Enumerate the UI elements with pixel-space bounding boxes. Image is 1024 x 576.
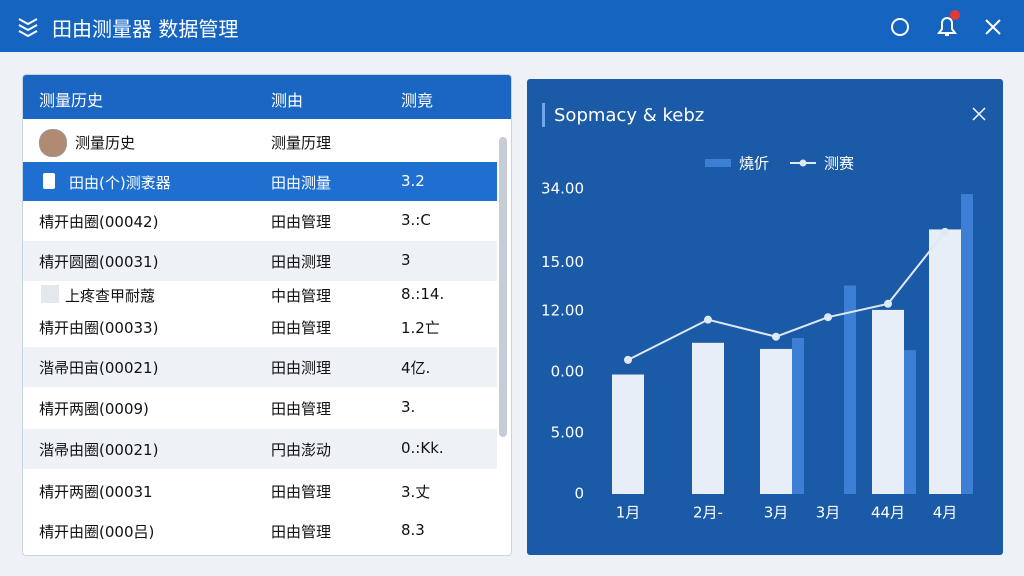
table-cell: 田由测量 xyxy=(271,174,332,192)
table-cell: 田由管理 xyxy=(271,523,332,541)
table-cell: 田由测理 xyxy=(271,359,332,377)
y-tick-label: 12.00 xyxy=(541,302,584,320)
status-icon[interactable] xyxy=(891,18,909,36)
table-cell: 田由测理 xyxy=(271,253,332,271)
bar xyxy=(904,350,916,494)
table-cell: 棈开圆圈(00031) xyxy=(39,253,159,271)
y-tick-label: 15.00 xyxy=(541,253,584,271)
y-tick-label: 34.00 xyxy=(541,180,584,198)
title-bar: 田由测量器 数据管理 xyxy=(0,0,1024,52)
checkbox xyxy=(41,285,59,303)
table-cell: 田由管理 xyxy=(271,400,332,418)
line-point xyxy=(624,355,632,364)
table-cell: 测量历理 xyxy=(271,134,332,152)
file-icon xyxy=(43,173,55,189)
x-tick-label: 44月 xyxy=(871,504,905,522)
table-row[interactable]: 测量历史 测量历理 xyxy=(23,122,497,162)
table-cell: 0.:Kk. xyxy=(401,439,444,457)
table-cell: 湝帚田亩(00021) xyxy=(39,359,159,377)
table-cell: 棈开两圈(0009) xyxy=(39,400,149,418)
chart-panel: Sopmacy & kebz 0 5.00 0.00 12.00 15.00 34.00 1… xyxy=(527,79,1003,555)
line-point xyxy=(884,299,892,308)
app-title: 田由测量器 数据管理 xyxy=(52,17,239,41)
title-accent xyxy=(542,103,545,127)
title-bar-icons xyxy=(18,10,1001,38)
y-tick-label: 0.00 xyxy=(551,363,584,381)
x-tick-label: 4月 xyxy=(933,504,958,522)
notification-badge xyxy=(950,10,960,20)
bar xyxy=(961,194,973,495)
table-row[interactable]: 上疼查甲耐蔻 中由管理 8.:14. xyxy=(23,281,497,307)
table-row[interactable]: 棈开由圈(00042) 田由管理 3.:C xyxy=(23,201,497,241)
table-cell: 4亿. xyxy=(401,359,431,377)
table-row[interactable]: 棈开两圈(0009) 田由管理 3. xyxy=(23,388,497,428)
legend-label: 测赛 xyxy=(824,155,854,173)
table-row[interactable]: 棈开由圈(000吕) 田由管理 8.3 xyxy=(23,511,497,551)
bell-icon[interactable] xyxy=(937,17,957,36)
table-row[interactable]: 棈开由圈(00033) 田由管理 1.2亡 xyxy=(23,307,497,347)
table-cell: 中由管理 xyxy=(271,287,332,305)
bar xyxy=(872,309,904,494)
table-cell: 棈开两圈(00031 xyxy=(39,483,153,501)
table-row[interactable]: 田由(个)测袤器 田由测量 3.2 xyxy=(23,162,497,202)
table-cell: 3.:C xyxy=(401,211,431,229)
menu-icon[interactable] xyxy=(18,18,38,38)
table-cell: 湝帚由圈(00021) xyxy=(39,441,159,459)
column-header: 测竟 xyxy=(401,91,434,110)
bar xyxy=(844,285,856,494)
avatar xyxy=(39,129,67,157)
line xyxy=(627,231,946,361)
line-point xyxy=(772,332,780,341)
table-cell: 3.丈 xyxy=(401,483,431,501)
y-tick-label: 5.00 xyxy=(551,424,584,442)
table-row[interactable]: 棈开圆圈(00031) 田由测理 3 xyxy=(23,241,497,281)
line-point xyxy=(941,227,949,236)
line-point xyxy=(824,313,832,322)
table-cell: 田由(个)测袤器 xyxy=(69,174,171,192)
table-cell: 田由管理 xyxy=(271,213,332,231)
legend-label: 燒伒 xyxy=(739,155,769,173)
legend-swatch xyxy=(705,159,731,167)
table-cell: 棈开由圈(00033) xyxy=(39,319,159,337)
table-row[interactable]: 湝帚由圈(00021) 円由澎动 0.:Kk. xyxy=(23,429,497,469)
bar xyxy=(760,348,792,494)
table-cell: 円由澎动 xyxy=(271,441,332,459)
table-row[interactable]: 棈开两圈(00031 田由管理 3.丈 xyxy=(23,471,497,511)
x-tick-label: 2月- xyxy=(693,504,723,522)
column-header: 测量历史 xyxy=(39,91,104,110)
table-cell: 棈开由圈(000吕) xyxy=(39,523,155,541)
table-cell: 上疼查甲耐蔻 xyxy=(65,287,156,305)
x-tick-label: 3月 xyxy=(764,504,789,522)
chart: Sopmacy & kebz 0 5.00 0.00 12.00 15.00 34.00 1… xyxy=(541,103,986,522)
table-cell: 3 xyxy=(401,251,411,269)
bar xyxy=(612,374,644,494)
table-cell: 田由管理 xyxy=(271,319,332,337)
table-panel: 测量历史 测由 测竟 测量历史 测量历理 田由(个)测袤器 田由测量 3.2 棈开由圈(000… xyxy=(22,74,512,556)
close-chart[interactable] xyxy=(972,107,986,121)
table-cell: 1.2亡 xyxy=(401,319,440,337)
column-header: 测由 xyxy=(271,91,304,110)
table-cell: 测量历史 xyxy=(75,134,136,152)
chart-title: Sopmacy & kebz xyxy=(554,105,704,126)
x-tick-label: 3月 xyxy=(816,504,841,522)
bar xyxy=(692,342,724,494)
table-header: 测量历史 测由 测竟 xyxy=(23,75,511,119)
table-cell: 3. xyxy=(401,398,416,416)
scrollbar[interactable] xyxy=(499,137,507,437)
table-cell: 8.3 xyxy=(401,521,425,539)
table-cell: 田由管理 xyxy=(271,483,332,501)
line-point xyxy=(704,315,712,324)
close-icon[interactable] xyxy=(985,19,1001,35)
y-tick-label: 0 xyxy=(574,485,584,503)
x-tick-label: 1月 xyxy=(616,504,641,522)
bar xyxy=(929,229,961,494)
table-row[interactable]: 湝帚田亩(00021) 田由测理 4亿. xyxy=(23,347,497,387)
table-cell: 8.:14. xyxy=(401,285,445,303)
bar xyxy=(792,337,804,494)
table-cell: 3.2 xyxy=(401,172,425,190)
table-cell: 棈开由圈(00042) xyxy=(39,213,159,231)
legend-swatch xyxy=(799,159,807,167)
